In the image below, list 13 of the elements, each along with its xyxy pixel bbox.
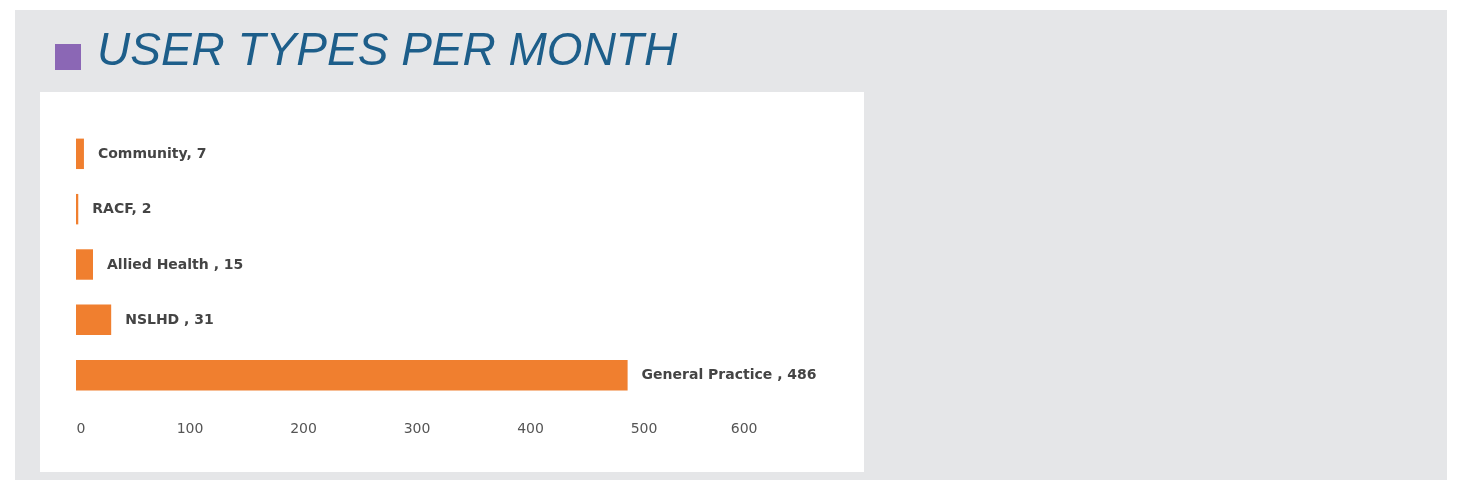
x-tick-label: 0 (76, 419, 86, 436)
x-tick-label: 500 (630, 419, 658, 436)
x-tick-label: 200 (290, 419, 317, 436)
x-tick-label: 400 (517, 419, 544, 436)
data-label: Allied Health , 15 (107, 255, 244, 272)
data-label: NSLHD , 31 (125, 310, 214, 327)
data-label: General Practice , 486 (641, 366, 817, 383)
chart-title: USER TYPES PER MONTH (97, 22, 678, 76)
x-tick-label: 300 (403, 419, 431, 436)
data-label: Community, 7 (97, 144, 207, 161)
x-tick-label: 600 (730, 419, 758, 436)
data-label: RACF, 2 (92, 200, 152, 217)
x-tick-label: 100 (176, 419, 204, 436)
